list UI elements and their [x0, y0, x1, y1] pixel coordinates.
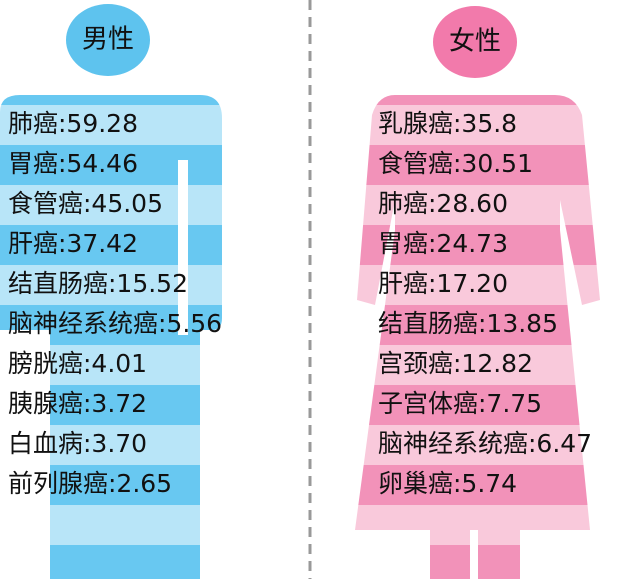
female-item: 脑神经系统癌:6.47: [378, 429, 592, 458]
male-item: 胰腺癌:3.72: [8, 389, 147, 418]
female-item: 宫颈癌:12.82: [378, 349, 533, 378]
male-item: 食管癌:45.05: [8, 189, 163, 218]
infographic: 男性 女性 肺癌:59.28 胃癌:54.46 食管癌:45.05 肝癌:37.42 结…: [0, 0, 621, 579]
male-item: 脑神经系统癌:5.56: [8, 309, 222, 338]
female-item: 肺癌:28.60: [378, 189, 508, 218]
male-item: 结直肠癌:15.52: [8, 269, 188, 298]
female-item: 子宫体癌:7.75: [378, 389, 542, 418]
male-title: 男性: [82, 25, 134, 55]
male-item: 肺癌:59.28: [8, 109, 138, 138]
male-item: 白血病:3.70: [8, 429, 147, 458]
female-item: 胃癌:24.73: [378, 229, 508, 258]
male-item: 胃癌:54.46: [8, 149, 138, 178]
female-item: 肝癌:17.20: [378, 269, 508, 298]
female-item: 食管癌:30.51: [378, 149, 533, 178]
female-item: 结直肠癌:13.85: [378, 309, 558, 338]
male-item: 前列腺癌:2.65: [8, 469, 172, 498]
male-item: 膀胱癌:4.01: [8, 349, 147, 378]
female-leg-gap: [470, 530, 478, 579]
female-title: 女性: [449, 27, 501, 57]
female-item: 乳腺癌:35.8: [378, 109, 517, 138]
female-item: 卵巢癌:5.74: [378, 469, 517, 498]
male-item: 肝癌:37.42: [8, 229, 138, 258]
